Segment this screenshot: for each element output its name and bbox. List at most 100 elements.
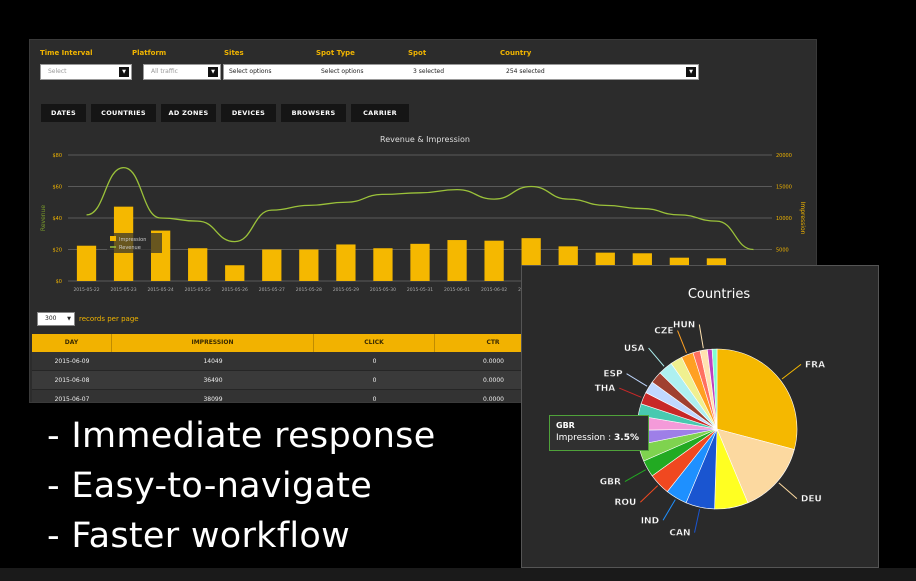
records-per-page-value: 300	[45, 315, 57, 322]
col-day[interactable]: DAY	[32, 334, 112, 352]
x-tick-label: 2015-06-02	[481, 287, 507, 293]
cell-day: 2015-06-09	[54, 358, 90, 365]
data-table: DAY IMPRESSION CLICK CTR 2015-06-09 1404…	[32, 334, 552, 403]
x-tick-label: 2015-05-26	[222, 287, 248, 293]
y2-tick-label: 5000	[776, 248, 789, 254]
tab-ad-zones[interactable]: AD ZONES	[161, 104, 216, 122]
x-tick-label: 2015-05-25	[185, 287, 211, 293]
chevron-down-icon: ▼	[208, 67, 218, 77]
records-per-page-label: records per page	[79, 315, 139, 323]
cell-ctr: 0.0000	[483, 396, 504, 403]
country-select[interactable]: 254 selected	[506, 68, 545, 75]
cell-day: 2015-06-08	[54, 377, 90, 384]
time-interval-value: Select	[48, 68, 67, 75]
x-tick-label: 2015-05-24	[148, 287, 174, 293]
y-tick-label: $40	[52, 216, 62, 222]
x-tick-label: 2015-05-22	[73, 287, 99, 293]
cell-impression: 36490	[203, 377, 223, 384]
x-tick-label: 2015-05-27	[259, 287, 285, 293]
impression-bar	[299, 249, 319, 281]
records-per-page-select[interactable]: 300 ▼	[37, 312, 75, 326]
pie-label-gbr: GBR	[600, 478, 621, 488]
pie-leader-line	[677, 330, 687, 354]
table-header: DAY IMPRESSION CLICK CTR	[32, 334, 552, 352]
y-axis-label: Revenue	[40, 205, 47, 231]
cell-impression: 14049	[203, 358, 223, 365]
pie-label-cze: CZE	[654, 327, 673, 337]
tooltip-text: Impression : 3.5%	[556, 433, 639, 443]
tab-browsers[interactable]: BROWSERS	[281, 104, 346, 122]
pie-label-tha: THA	[595, 384, 616, 394]
tab-dates[interactable]: DATES	[41, 104, 86, 122]
platform-select[interactable]: All traffic ▼	[143, 64, 221, 80]
pie-label-ind: IND	[641, 516, 659, 526]
spot-select[interactable]: 3 selected	[413, 68, 445, 75]
pie-leader-line	[662, 499, 676, 521]
impression-bar	[447, 240, 467, 281]
legend-label-revenue: Revenue	[119, 245, 141, 251]
col-click[interactable]: CLICK	[314, 334, 435, 352]
pie-slice	[716, 428, 795, 504]
y-tick-label: $60	[52, 185, 62, 191]
filter-label-country: Country	[500, 49, 532, 57]
impression-bar	[76, 245, 97, 281]
video-bottom-bar	[0, 568, 916, 581]
x-tick-label: 2015-05-30	[370, 287, 396, 293]
x-tick-label: 2015-06-01	[444, 287, 470, 293]
countries-pie-chart: Countries FRA DEU CAN IND ROU GBR THA ESP USA CZEH…	[594, 287, 825, 539]
x-tick-label: 2015-05-31	[407, 287, 433, 293]
filter-label-sites: Sites	[224, 49, 244, 57]
x-tick-label: 2015-05-28	[296, 287, 322, 293]
bullet-immediate-response: - Immediate response	[47, 416, 436, 456]
pie-slice	[716, 348, 798, 450]
col-impression[interactable]: IMPRESSION	[112, 334, 314, 352]
spot-type-select[interactable]: Select options	[321, 68, 364, 75]
chart-title: Revenue & Impression	[380, 135, 470, 144]
tab-carrier[interactable]: CARRIER	[351, 104, 409, 122]
y2-tick-label: 20000	[776, 153, 792, 159]
impression-bar	[484, 240, 504, 281]
impression-bar	[373, 248, 393, 281]
pie-leader-line	[640, 485, 659, 503]
tab-countries[interactable]: COUNTRIES	[91, 104, 156, 122]
chevron-down-icon[interactable]: ▼	[686, 67, 696, 77]
pie-label-fra: FRA	[805, 360, 825, 370]
platform-value: All traffic	[151, 68, 178, 75]
pie-leader-line	[619, 387, 642, 398]
sites-select[interactable]: Select options	[229, 68, 272, 75]
filter-label-time-interval: Time Interval	[40, 49, 93, 57]
legend-label-impression: Impression	[119, 237, 146, 243]
pie-label-esp: ESP	[603, 370, 623, 380]
impression-bar	[225, 265, 245, 281]
tab-devices[interactable]: DEVICES	[221, 104, 276, 122]
table-row: 2015-06-09 14049 0 0.0000	[32, 352, 552, 371]
pie-leader-line	[648, 347, 665, 367]
chevron-down-icon: ▼	[67, 316, 71, 322]
pie-label-hun: HUN	[673, 320, 695, 330]
cell-ctr: 0.0000	[483, 358, 504, 365]
revenue-line	[86, 166, 754, 251]
cell-click: 0	[372, 396, 377, 403]
legend-box	[107, 233, 162, 253]
x-tick-label: 2015-05-23	[111, 287, 137, 293]
y2-tick-label: 15000	[776, 185, 792, 191]
pie-tooltip: GBR Impression : 3.5%	[549, 415, 649, 451]
countries-pie-panel: Countries FRA DEU CAN IND ROU GBR THA ESP USA CZE H…	[521, 265, 879, 568]
pie-label-rou: ROU	[614, 498, 636, 508]
cell-click: 0	[372, 377, 377, 384]
table-row: 2015-06-08 36490 0 0.0000	[32, 371, 552, 390]
y-tick-label: $20	[52, 248, 62, 254]
y2-axis-label: Impression	[799, 202, 806, 235]
cell-ctr: 0.0000	[483, 377, 504, 384]
filter-label-platform: Platform	[132, 49, 167, 57]
time-interval-select[interactable]: Select ▼	[40, 64, 132, 80]
impression-bar	[188, 248, 208, 281]
pie-label-usa: USA	[624, 344, 645, 354]
pie-leader-line	[778, 482, 798, 500]
y-tick-label: $80	[52, 153, 62, 159]
impression-bar	[262, 249, 282, 281]
site-spot-country-bar: ▼	[223, 64, 699, 80]
y-tick-label: $0	[56, 279, 62, 285]
filter-label-spot: Spot	[408, 49, 427, 57]
pie-leader-line	[624, 469, 647, 482]
